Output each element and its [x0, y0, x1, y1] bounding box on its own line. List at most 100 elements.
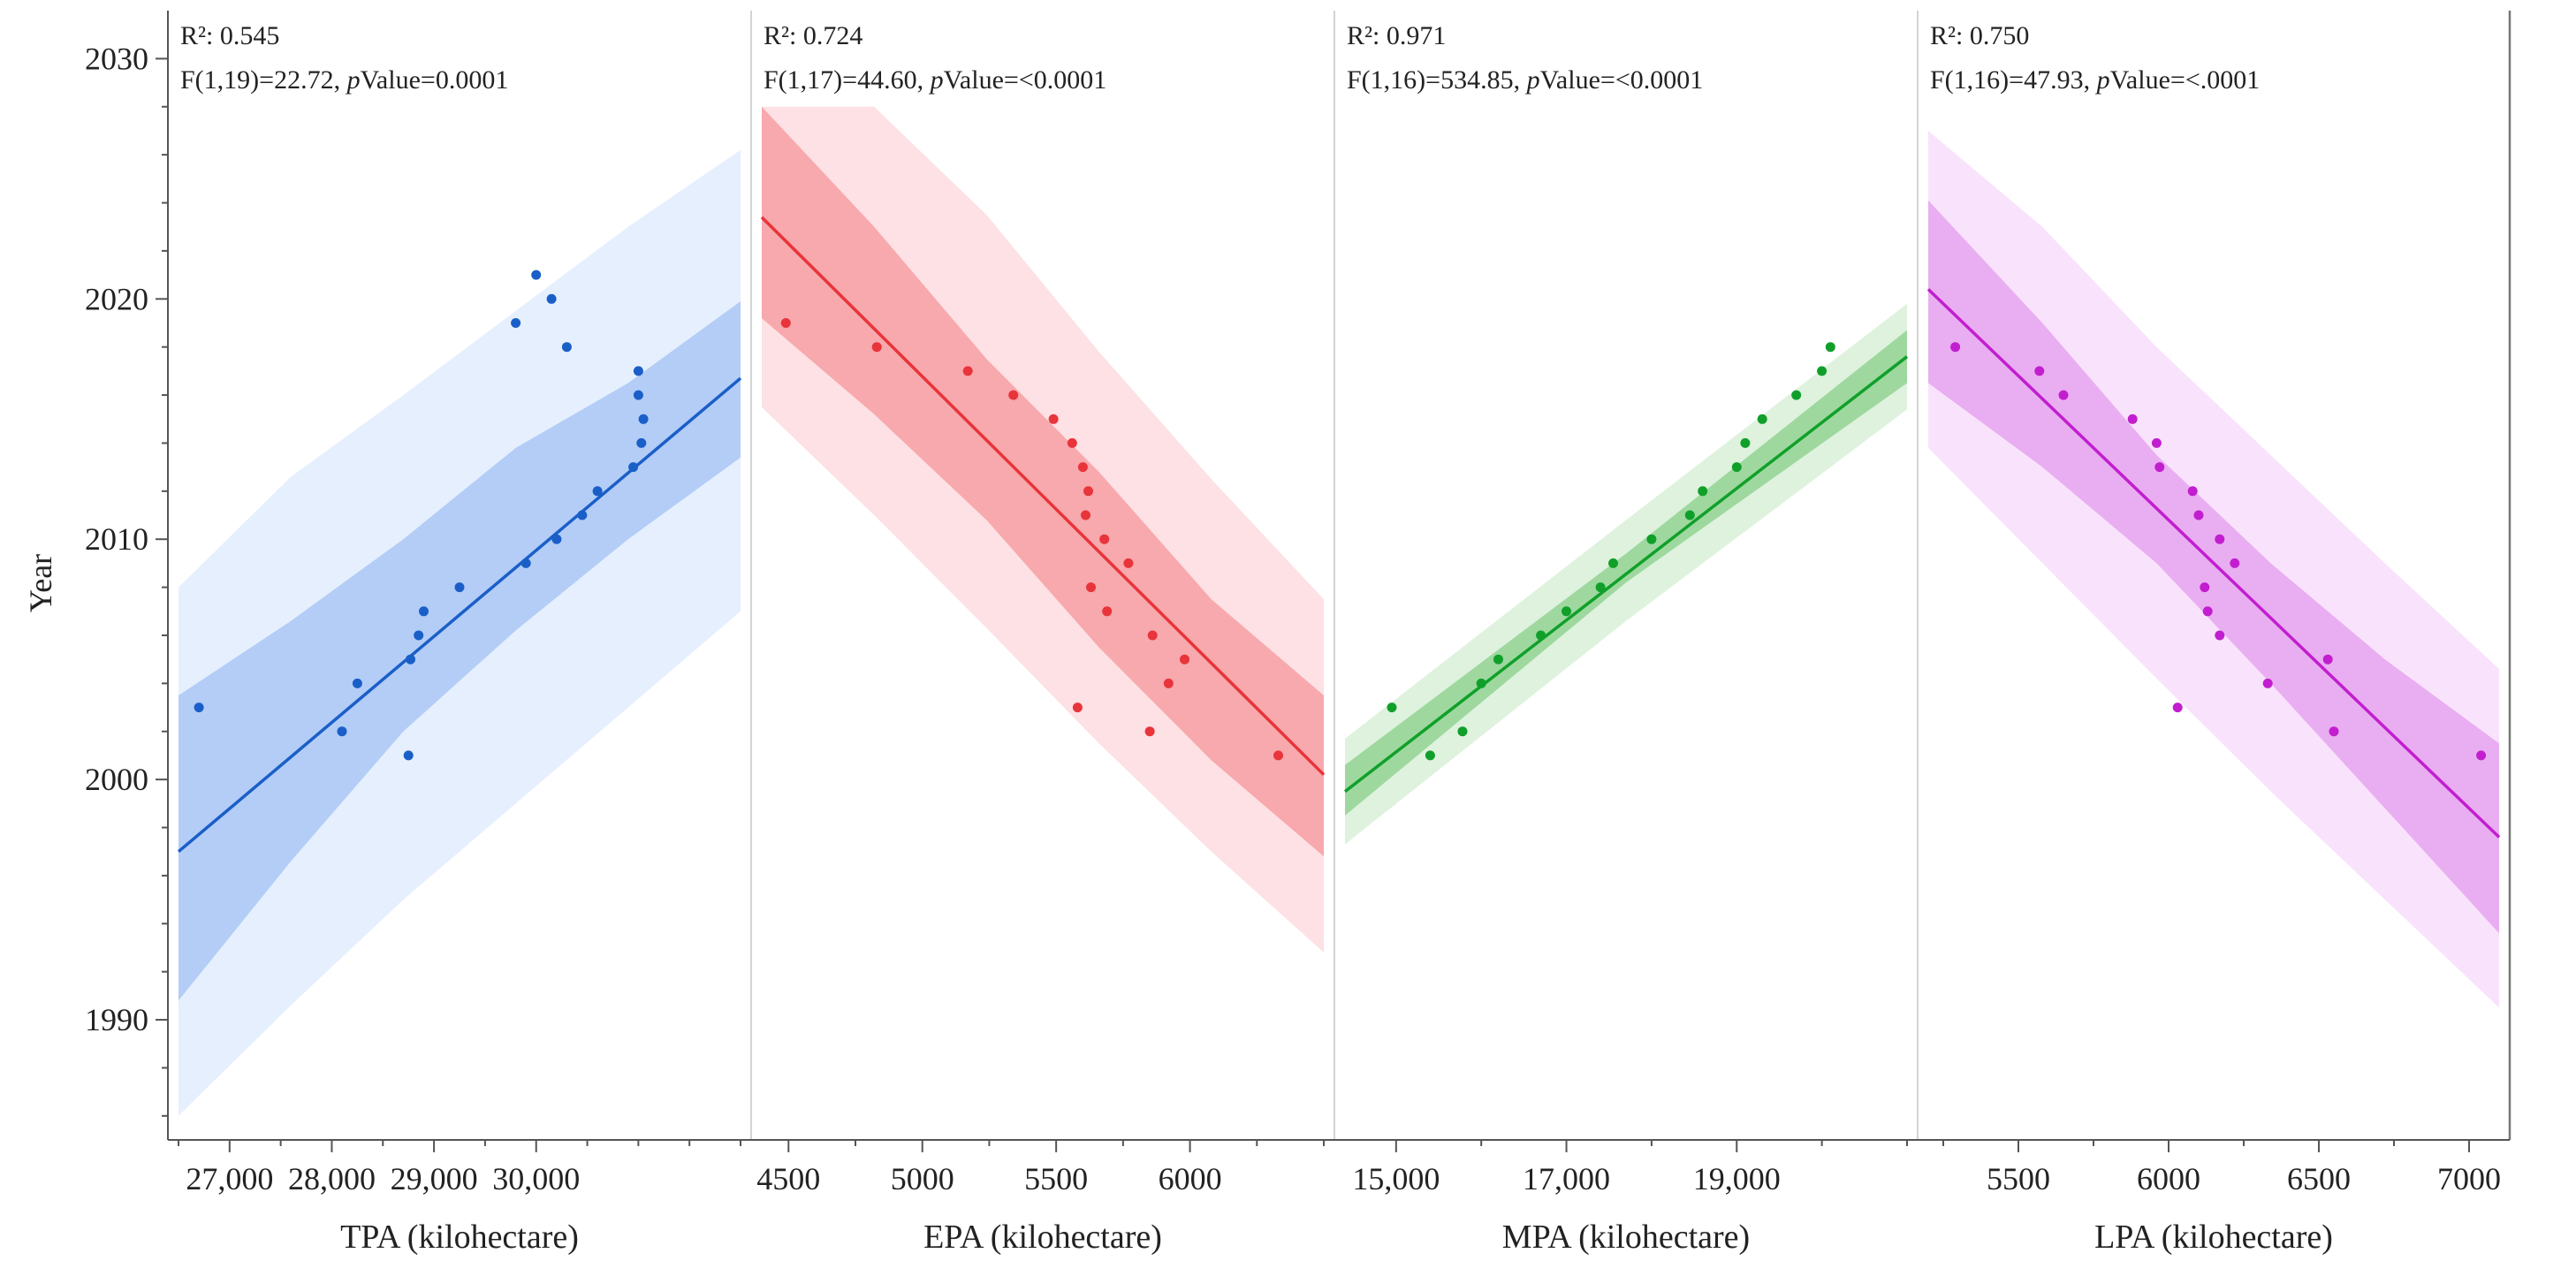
- lpa-f-stat-value: F(1,16)=47.93,: [1930, 65, 2097, 95]
- mpa-data-point: [1684, 510, 1695, 520]
- lpa-x-tick-label: 6000: [2137, 1161, 2200, 1196]
- mpa-p-value: Value=<0.0001: [1540, 65, 1704, 95]
- epa-data-point: [871, 342, 882, 353]
- mpa-data-point: [1387, 703, 1397, 713]
- epa-x-tick-label: 4500: [756, 1161, 820, 1196]
- tpa-data-point: [551, 534, 562, 544]
- y-tick-label: 1990: [85, 1002, 148, 1037]
- y-tick-label: 2010: [85, 521, 148, 557]
- epa-f-stat-label: F(1,17)=44.60, pValue=<0.0001: [764, 65, 1106, 95]
- mpa-data-point: [1740, 437, 1751, 448]
- mpa-x-axis-label: MPA (kilohectare): [1502, 1219, 1750, 1256]
- lpa-data-point: [2476, 750, 2487, 761]
- lpa-data-point: [2215, 534, 2225, 544]
- epa-data-point: [1273, 750, 1283, 761]
- lpa-data-point: [2058, 390, 2069, 400]
- tpa-confidence-band: [179, 301, 741, 1001]
- lpa-p-value: Value=<.0001: [2110, 65, 2261, 95]
- epa-data-point: [1083, 486, 1093, 497]
- tpa-p-value: Value=0.0001: [361, 65, 509, 95]
- epa-x-tick-label: 5000: [891, 1161, 954, 1196]
- epa-f-stat-value: F(1,17)=44.60,: [764, 65, 931, 95]
- epa-data-point: [1102, 606, 1113, 617]
- text-layer: Year 2030 2020 2010 2000 1990 27,000 28,000 29,…: [23, 21, 2501, 1256]
- tpa-data-point: [561, 342, 572, 353]
- y-axis-label: Year: [23, 554, 58, 612]
- tpa-x-axis-label: TPA (kilohectare): [340, 1219, 579, 1256]
- mpa-data-point: [1425, 750, 1435, 761]
- lpa-x-tick-label: 7000: [2437, 1161, 2501, 1196]
- lpa-data-point: [1950, 342, 1961, 353]
- tpa-data-point: [403, 750, 414, 761]
- epa-data-point: [1072, 703, 1083, 713]
- epa-p-value: Value=<0.0001: [944, 65, 1107, 95]
- mpa-data-point: [1757, 414, 1767, 424]
- epa-data-point: [1048, 414, 1059, 424]
- tpa-data-point: [577, 510, 588, 520]
- lpa-data-point: [2200, 582, 2210, 593]
- tpa-data-point: [511, 318, 521, 328]
- epa-r2-label: R²: 0.724: [764, 21, 862, 50]
- epa-data-point: [1144, 726, 1155, 737]
- lpa-data-point: [2329, 726, 2339, 737]
- tpa-x-tick-label: 30,000: [492, 1161, 580, 1196]
- mpa-x-tick-label: 17,000: [1523, 1161, 1610, 1196]
- lpa-fit-line: [1926, 288, 2501, 839]
- lpa-confidence-band: [1928, 200, 2499, 934]
- mpa-data-point: [1536, 630, 1546, 641]
- lpa-data-point: [2034, 366, 2045, 376]
- epa-p-letter: p: [929, 65, 944, 95]
- epa-data-point: [1180, 654, 1189, 665]
- tpa-data-point: [419, 606, 429, 617]
- tpa-f-stat-value: F(1,19)=22.72,: [180, 65, 347, 95]
- lpa-data-point: [2151, 437, 2162, 448]
- mpa-f-stat-label: F(1,16)=534.85, pValue=<0.0001: [1347, 65, 1703, 95]
- panel-borders-layer: [156, 11, 2511, 1152]
- tpa-x-tick-label: 27,000: [186, 1161, 273, 1196]
- mpa-data-point: [1791, 390, 1802, 400]
- lpa-data-point: [2193, 510, 2204, 520]
- mpa-data-point: [1595, 582, 1606, 593]
- data-marks-layer: [177, 216, 2501, 854]
- lpa-data-point: [2127, 414, 2138, 424]
- epa-data-point: [1081, 510, 1090, 520]
- epa-data-point: [1163, 678, 1174, 688]
- lpa-data-point: [2215, 630, 2225, 641]
- mpa-data-point: [1698, 486, 1708, 497]
- y-tick-label: 2000: [85, 762, 148, 797]
- mpa-data-point: [1493, 654, 1503, 665]
- epa-x-tick-label: 6000: [1159, 1161, 1222, 1196]
- lpa-data-point: [2262, 678, 2273, 688]
- tpa-data-point: [337, 726, 347, 737]
- epa-data-point: [1147, 630, 1158, 641]
- mpa-data-point: [1817, 366, 1828, 376]
- tpa-data-point: [638, 414, 649, 424]
- lpa-x-tick-label: 6500: [2287, 1161, 2351, 1196]
- tpa-fit-line: [177, 376, 742, 854]
- epa-data-point: [1099, 534, 1110, 544]
- mpa-data-point: [1825, 342, 1835, 353]
- epa-data-point: [1008, 390, 1019, 400]
- tpa-data-point: [546, 293, 557, 304]
- lpa-f-stat-label: F(1,16)=47.93, pValue=<.0001: [1930, 65, 2260, 95]
- epa-confidence-band: [762, 106, 1324, 857]
- epa-data-point: [1123, 558, 1134, 568]
- mpa-data-point: [1646, 534, 1657, 544]
- lpa-data-point: [2230, 558, 2240, 568]
- lpa-x-tick-label: 5500: [1987, 1161, 2050, 1196]
- mpa-data-point: [1457, 726, 1468, 737]
- tpa-data-point: [352, 678, 362, 688]
- epa-x-tick-label: 5500: [1024, 1161, 1088, 1196]
- tpa-data-point: [531, 270, 542, 280]
- lpa-p-letter: p: [2095, 65, 2110, 95]
- lpa-data-point: [2322, 654, 2333, 665]
- epa-data-point: [780, 318, 791, 328]
- tpa-data-point: [633, 390, 643, 400]
- tpa-p-letter: p: [346, 65, 361, 95]
- tpa-data-point: [633, 366, 643, 376]
- lpa-x-axis-label: LPA (kilohectare): [2094, 1219, 2333, 1256]
- tpa-data-point: [521, 558, 531, 568]
- tpa-data-point: [194, 703, 204, 713]
- confidence-bands-layer: [179, 106, 2499, 1116]
- lpa-r2-label: R²: 0.750: [1930, 21, 2029, 50]
